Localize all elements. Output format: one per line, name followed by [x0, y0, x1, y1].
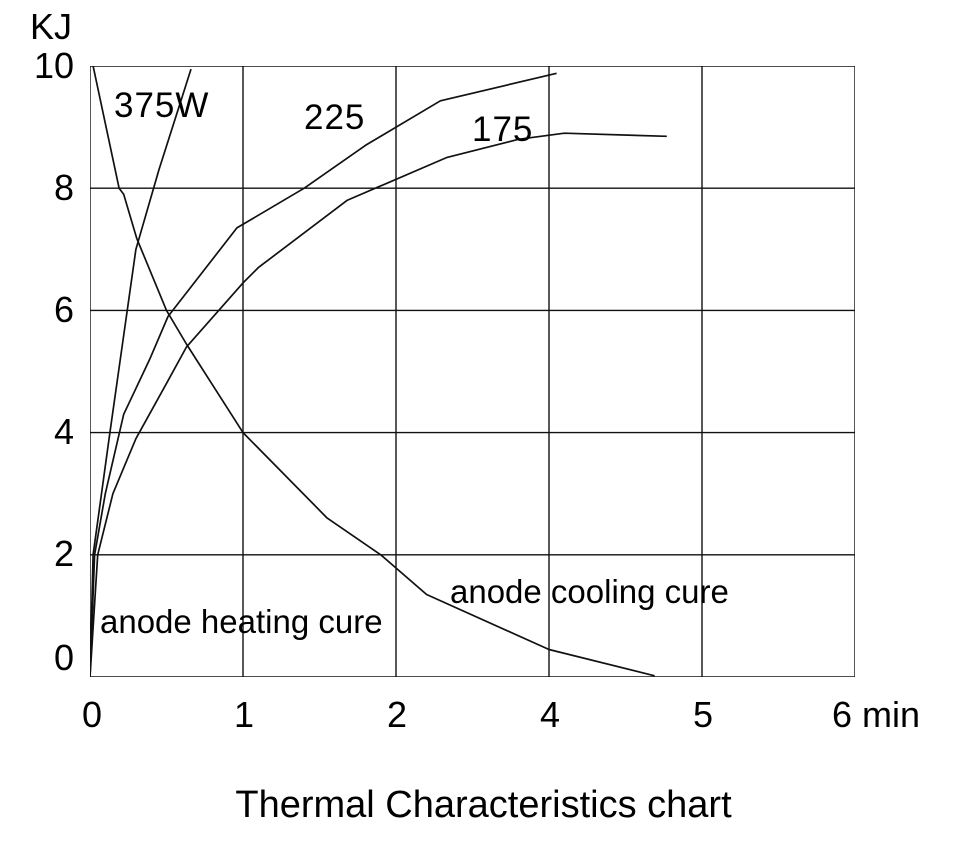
x-tick-2: 2	[386, 694, 408, 735]
x-tick-4: 4	[539, 694, 561, 735]
plot-area: 375W 225 175 anode heating cure anode co…	[90, 66, 855, 677]
y-axis-title: KJ	[30, 6, 73, 47]
y-tick-8: 8	[53, 167, 74, 208]
x-axis-unit: min	[862, 694, 921, 735]
y-tick-10: 10	[33, 45, 74, 86]
x-tick-0: 0	[81, 694, 103, 735]
annotation-heating-curve: anode heating cure	[100, 603, 383, 640]
curve-heating-225	[90, 72, 557, 677]
curve-cooling	[92, 66, 655, 677]
curve-heating-175	[90, 132, 667, 677]
curve-label-225: 225	[304, 98, 366, 137]
curve-label-375w: 375W	[114, 86, 210, 125]
curve-label-175: 175	[472, 110, 534, 149]
y-tick-0: 0	[53, 637, 74, 678]
y-tick-2: 2	[53, 533, 74, 574]
curve-heating-375w	[90, 68, 192, 677]
y-tick-6: 6	[53, 289, 74, 330]
annotation-cooling-curve: anode cooling cure	[450, 573, 729, 610]
y-tick-4: 4	[53, 411, 74, 452]
x-tick-6: 6	[831, 694, 853, 735]
chart-title: Thermal Characteristics chart	[235, 784, 732, 826]
chart-canvas	[90, 66, 855, 677]
x-tick-1: 1	[233, 694, 255, 735]
x-tick-5: 5	[692, 694, 714, 735]
